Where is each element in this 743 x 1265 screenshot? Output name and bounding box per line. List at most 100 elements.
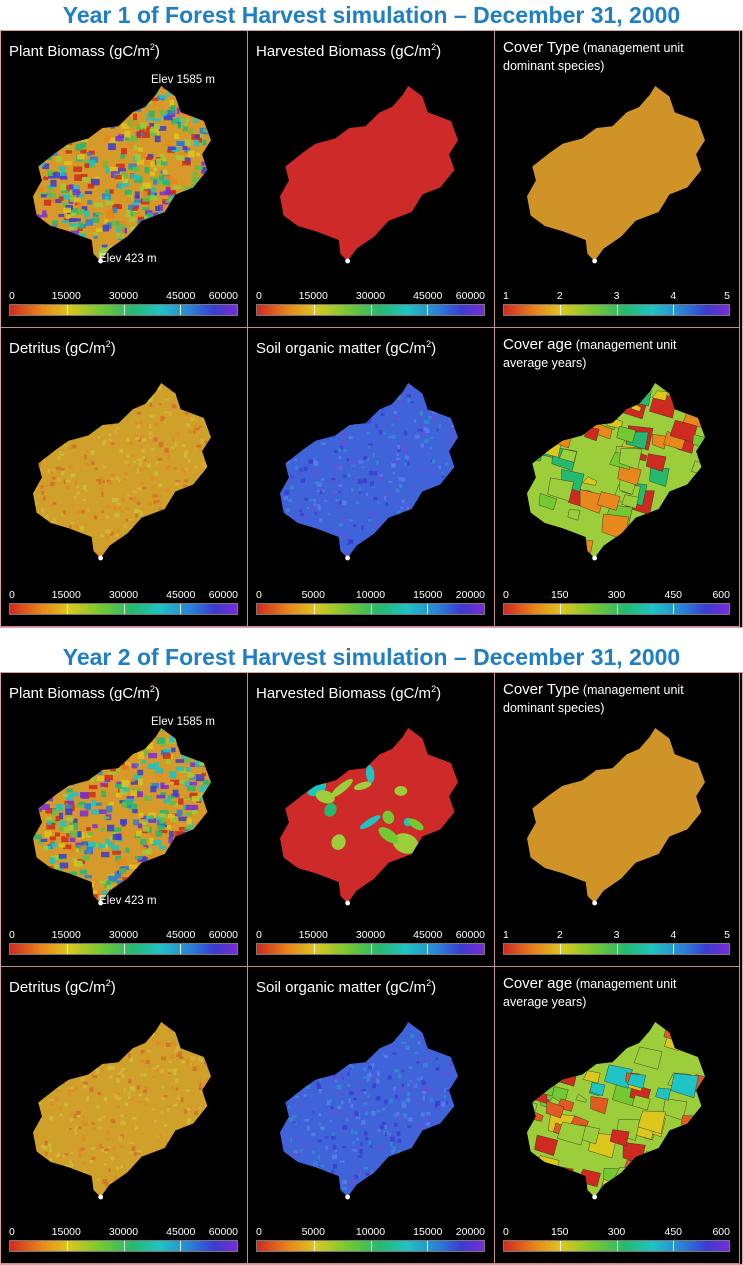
watershed-map: [280, 1022, 458, 1197]
outlet-point: [345, 1194, 351, 1200]
colorbar-tick: [313, 944, 315, 954]
colorbar-tick: [616, 1241, 618, 1251]
colorbar: [503, 304, 730, 316]
panel-title: Cover Type (management unit: [503, 679, 684, 701]
elevation-high-label: Elev 1585 m: [151, 74, 215, 86]
watershed-map: [33, 1022, 211, 1197]
colorbar-tick-label: 2: [556, 290, 563, 302]
panel-subtitle-line2: average years): [503, 995, 587, 1009]
unit-exponent: 2: [431, 42, 437, 52]
colorbar: [9, 943, 238, 955]
colorbar-tick-label: 15000: [413, 589, 443, 601]
colorbar-tick-label: 4: [670, 929, 677, 941]
panel-title: Detritus (gC/m2): [9, 334, 116, 359]
colorbar-tick: [427, 944, 429, 954]
colorbar-tick: [66, 604, 68, 614]
colorbar-tick-label: 450: [664, 1226, 683, 1238]
panel-title-text: Soil organic matter (gC/m: [256, 340, 427, 357]
colorbar-tick-labels: 1 2 3 4 5: [503, 290, 730, 303]
colorbar-tick: [427, 1241, 429, 1251]
colorbar-tick-label: 60000: [455, 929, 485, 941]
outlet-point: [592, 900, 598, 906]
colorbar-tick-label: 150: [550, 1226, 569, 1238]
unit-exponent: 2: [431, 684, 437, 694]
colorbar-tick-label: 45000: [166, 929, 196, 941]
panel-title: Harvested Biomass (gC/m2): [256, 679, 441, 704]
colorbar-tick-label: 1: [503, 290, 509, 302]
outlet-point: [98, 555, 104, 561]
colorbar-tick-label: 60000: [208, 589, 238, 601]
colorbar-tick-label: 45000: [413, 929, 443, 941]
unit-exponent: 2: [426, 339, 432, 349]
panel-title: Cover age (management unit: [503, 973, 676, 995]
elevation-low-label: Elev 423 m: [99, 895, 157, 907]
colorbar-tick-label: 15000: [413, 1226, 443, 1238]
colorbar-tick-labels: 0 15000 30000 45000 60000: [9, 589, 238, 602]
section-title: Year 1 of Forest Harvest simulation – De…: [0, 0, 743, 30]
map-canvas: [33, 1022, 211, 1200]
panel-title: Plant Biomass (gC/m2): [9, 37, 160, 62]
colorbar-tick-label: 0: [256, 1226, 262, 1238]
colorbar-tick-label: 15000: [51, 1226, 81, 1238]
unit-exponent: 2: [105, 978, 111, 988]
colorbar-tick-label: 300: [607, 1226, 626, 1238]
map-panel: Soil organic matter (gC/m2) 0 5000 10000 150…: [248, 328, 495, 627]
colorbar-tick-label: 10000: [355, 1226, 386, 1238]
panel-grid: Plant Biomass (gC/m2) Elev 1585 m Elev 423…: [0, 672, 743, 1265]
panel-title-text: Cover Type: [503, 681, 580, 698]
colorbar-tick-label: 15000: [298, 929, 328, 941]
year2-section: Year 2 of Forest Harvest simulation – De…: [0, 642, 743, 1265]
colorbar-tick-labels: 0 150 300 450 600: [503, 1226, 730, 1239]
colorbar-tick-label: 5000: [301, 1226, 325, 1238]
map-canvas: [280, 1022, 458, 1200]
panel-subtitle: (management unit: [579, 683, 684, 697]
colorbar-tick-label: 30000: [108, 929, 139, 941]
colorbar-tick-label: 10000: [355, 589, 386, 601]
map-canvas: [33, 383, 211, 561]
panel-title-end: ): [110, 340, 116, 357]
watershed-map: [280, 728, 458, 903]
panel-title-text: Cover age: [503, 975, 573, 992]
colorbar: [9, 304, 238, 316]
watershed-map: [280, 86, 458, 261]
colorbar: [256, 603, 485, 615]
panel-title-text: Harvested Biomass (gC/m: [256, 43, 432, 60]
colorbar-tick: [672, 1241, 674, 1251]
colorbar-tick-label: 30000: [108, 1226, 139, 1238]
colorbar-tick: [123, 604, 125, 614]
panel-title-text: Harvested Biomass (gC/m: [256, 685, 432, 702]
colorbar-tick-label: 15000: [51, 290, 81, 302]
colorbar-tick-labels: 0 15000 30000 45000 60000: [256, 929, 485, 942]
panel-title: Plant Biomass (gC/m2): [9, 679, 160, 704]
panel-title: Soil organic matter (gC/m2): [256, 973, 436, 998]
colorbar-tick: [616, 944, 618, 954]
colorbar-tick-label: 45000: [166, 290, 196, 302]
map-panel: Cover Type (management unit dominant spec…: [495, 673, 740, 967]
outlet-point: [592, 258, 598, 264]
panel-title-end: ): [436, 43, 442, 60]
colorbar-tick: [560, 944, 562, 954]
colorbar-tick-label: 3: [613, 290, 620, 302]
colorbar-tick-label: 0: [9, 929, 15, 941]
colorbar-tick: [123, 305, 125, 315]
map-canvas: [280, 383, 458, 561]
panel-title: Cover age (management unit: [503, 334, 676, 356]
colorbar-tick-label: 60000: [455, 290, 485, 302]
colorbar-tick-label: 20000: [455, 589, 485, 601]
colorbar-tick: [370, 604, 372, 614]
map-canvas: [527, 728, 705, 906]
colorbar-tick-labels: 0 15000 30000 45000 60000: [9, 1226, 238, 1239]
colorbar-tick: [313, 305, 315, 315]
panel-title-text: Soil organic matter (gC/m: [256, 979, 427, 996]
colorbar-tick-label: 5000: [301, 589, 325, 601]
colorbar-tick-label: 15000: [51, 929, 81, 941]
map-panel: Cover age (management unit average years)…: [495, 967, 740, 1264]
panel-title-text: Cover age: [503, 336, 573, 353]
watershed-map: [33, 383, 211, 558]
colorbar-tick-labels: 0 15000 30000 45000 60000: [256, 290, 485, 303]
map-panel: Cover Type (management unit dominant spec…: [495, 31, 740, 328]
colorbar-tick: [560, 305, 562, 315]
panel-title-end: ): [436, 685, 442, 702]
colorbar-tick: [123, 1241, 125, 1251]
panel-title: Detritus (gC/m2): [9, 973, 116, 998]
